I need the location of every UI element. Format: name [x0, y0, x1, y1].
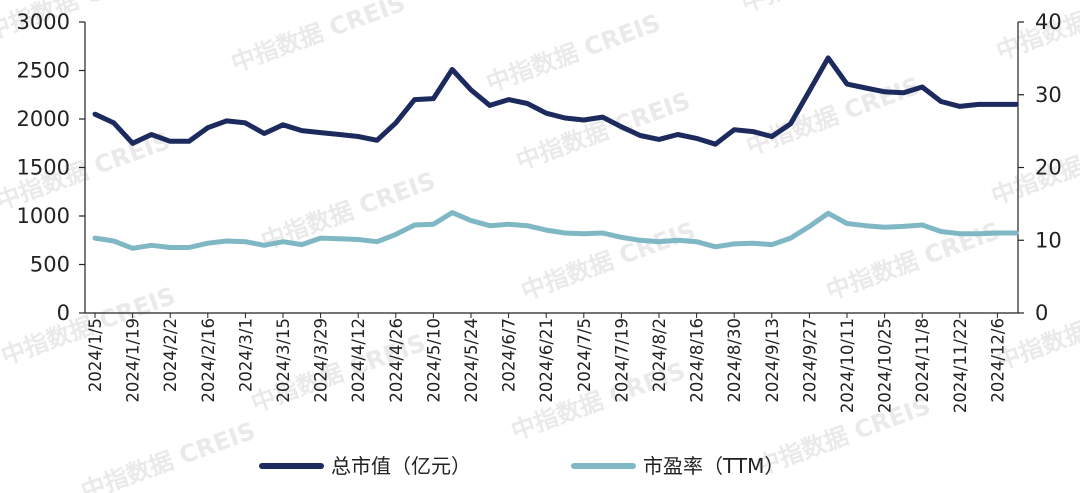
right-tick-label: 0 — [1035, 301, 1048, 325]
watermark-text: 中指数据 CREIS — [822, 217, 1004, 306]
x-tick-label: 2024/9/27 — [800, 318, 819, 403]
x-tick-label: 2024/6/7 — [500, 318, 519, 392]
x-tick-label: 2024/12/6 — [988, 318, 1007, 403]
x-tick-label: 2024/1/19 — [124, 318, 143, 403]
x-tick-label: 2024/3/29 — [312, 318, 331, 403]
watermark-text: 中指数据 CREIS — [987, 122, 1080, 211]
x-tick-label: 2024/9/13 — [763, 318, 782, 403]
x-tick-label: 2024/10/11 — [838, 318, 857, 413]
right-tick-label: 10 — [1035, 228, 1062, 252]
right-tick-labels: 0 10 20 30 40 — [1018, 10, 1062, 325]
x-tick-label: 2024/1/5 — [86, 318, 105, 392]
x-tick-label: 2024/5/24 — [462, 318, 481, 403]
left-tick-label: 1500 — [17, 156, 70, 180]
watermark-text: 中指数据 CREIS — [742, 72, 924, 161]
left-tick-label: 2500 — [17, 59, 70, 83]
left-tick-label: 3000 — [17, 10, 70, 34]
legend-label-market-cap: 总市值（亿元） — [331, 454, 471, 478]
watermark-text: 中指数据 CREIS — [737, 0, 919, 18]
x-tick-label: 2024/2/16 — [199, 318, 218, 403]
x-tick-label: 2024/8/30 — [725, 318, 744, 403]
right-tick-label: 30 — [1035, 83, 1062, 107]
series-line-market-cap — [92, 55, 1019, 147]
x-tick-label: 2024/3/15 — [274, 318, 293, 403]
right-tick-label: 40 — [1035, 10, 1062, 34]
x-tick-label: 2024/4/12 — [349, 318, 368, 403]
x-tick-labels: 2024/1/5 2024/1/19 2024/2/2 2024/2/16 2024/3… — [86, 313, 1007, 413]
x-tick-label: 2024/11/22 — [951, 318, 970, 413]
left-tick-label: 500 — [30, 253, 70, 277]
x-tick-label: 2024/7/5 — [575, 318, 594, 392]
x-tick-label: 2024/8/2 — [650, 318, 669, 392]
x-tick-label: 2024/5/10 — [424, 318, 443, 403]
watermark-text: 中指数据 CREIS — [512, 87, 694, 176]
right-tick-label: 20 — [1035, 156, 1062, 180]
x-tick-label: 2024/3/1 — [236, 318, 255, 392]
x-tick-label: 2024/10/25 — [876, 318, 895, 413]
x-tick-label: 2024/2/2 — [161, 318, 180, 392]
left-tick-label: 0 — [57, 301, 70, 325]
x-tick-label: 2024/7/19 — [612, 318, 631, 403]
series-layer — [92, 55, 1019, 251]
legend-label-pe-ratio: 市盈率（TTM） — [643, 454, 784, 478]
x-tick-label: 2024/8/16 — [688, 318, 707, 403]
x-tick-label: 2024/11/8 — [913, 318, 932, 403]
watermark-text: 中指数据 CREIS — [482, 9, 664, 98]
watermark-text: 中指数据 CREIS — [77, 417, 259, 493]
watermark-text: 中指数据 CREIS — [227, 0, 409, 78]
series-line-pe-ratio — [92, 210, 1019, 251]
x-tick-label: 2024/4/26 — [387, 318, 406, 403]
legend: 总市值（亿元） 市盈率（TTM） — [259, 454, 784, 478]
left-tick-label: 2000 — [17, 107, 70, 131]
left-tick-label: 1000 — [17, 204, 70, 228]
x-tick-label: 2024/6/21 — [537, 318, 556, 403]
left-tick-labels: 0 500 1000 1500 2000 2500 3000 — [17, 10, 85, 325]
